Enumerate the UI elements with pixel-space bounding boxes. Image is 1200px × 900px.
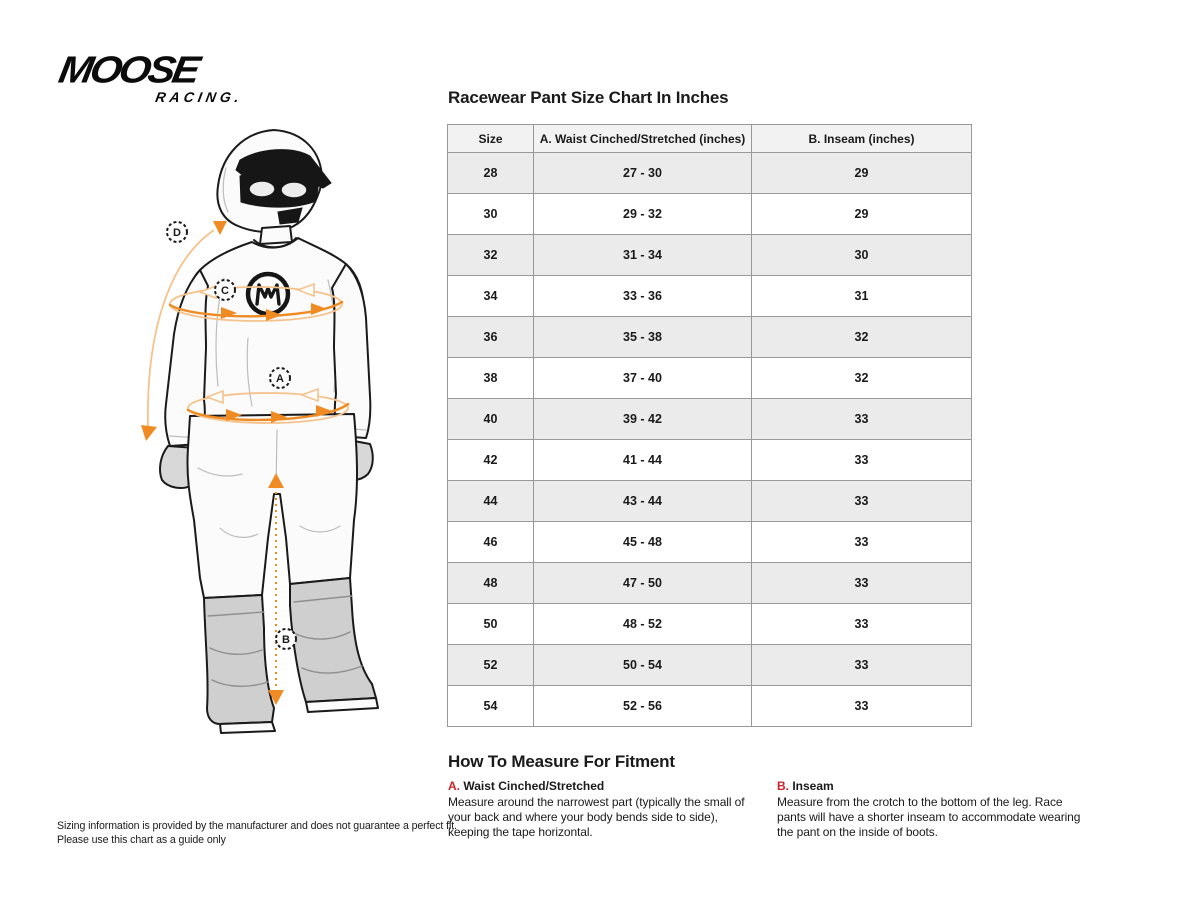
svg-text:D: D	[173, 227, 181, 239]
cell-size: 42	[447, 439, 534, 481]
table-row: 30 29 - 32 29	[447, 193, 972, 235]
rider-measurement-figure: D C A B	[141, 129, 379, 734]
cell-waist: 41 - 44	[533, 439, 752, 481]
logo-moose-text: MOOSE	[55, 48, 201, 91]
cell-size: 46	[447, 521, 534, 563]
table-row: 48 47 - 50 33	[447, 562, 972, 604]
cell-size: 34	[447, 275, 534, 317]
cell-waist: 37 - 40	[533, 357, 752, 399]
cell-waist: 47 - 50	[533, 562, 752, 604]
cell-size: 50	[447, 603, 534, 645]
collar-arrow	[213, 221, 227, 235]
cell-size: 38	[447, 357, 534, 399]
svg-text:C: C	[221, 285, 229, 297]
howto-waist-body: Measure around the narrowest part (typic…	[448, 795, 745, 840]
howto-inseam-title-text: Inseam	[792, 779, 834, 793]
col-header-size: Size	[447, 124, 534, 153]
page-title: Racewear Pant Size Chart In Inches	[448, 88, 729, 107]
table-row: 46 45 - 48 33	[447, 521, 972, 563]
disclaimer-line1: Sizing information is provided by the ma…	[57, 820, 457, 832]
cell-waist: 29 - 32	[533, 193, 752, 235]
cell-size: 32	[447, 234, 534, 276]
cell-inseam: 33	[751, 603, 972, 645]
table-row: 38 37 - 40 32	[447, 357, 972, 399]
cell-inseam: 29	[751, 152, 972, 194]
cell-size: 40	[447, 398, 534, 440]
cell-size: 28	[447, 152, 534, 194]
cell-inseam: 32	[751, 357, 972, 399]
helmet-chin-vent	[277, 207, 303, 225]
rider-helmet	[216, 129, 332, 245]
marker-a: A	[269, 367, 291, 389]
cell-inseam: 29	[751, 193, 972, 235]
moose-racing-logo: MOOSE RACING.	[56, 48, 256, 105]
howto-waist-title: A. Waist Cinched/Stretched	[448, 779, 750, 793]
cell-waist: 52 - 56	[533, 685, 752, 727]
marker-d: D	[166, 221, 188, 243]
cell-waist: 50 - 54	[533, 644, 752, 686]
table-row: 32 31 - 34 30	[447, 234, 972, 276]
table-row: 54 52 - 56 33	[447, 685, 972, 727]
table-row: 42 41 - 44 33	[447, 439, 972, 481]
marker-b: B	[275, 628, 297, 650]
rider-boots	[203, 577, 379, 734]
cell-waist: 39 - 42	[533, 398, 752, 440]
table-header-row: Size A. Waist Cinched/Stretched (inches)…	[447, 124, 972, 153]
howto-inseam-title: B. Inseam	[777, 779, 1089, 793]
cell-inseam: 33	[751, 644, 972, 686]
disclaimer-line2: Please use this chart as a guide only	[57, 834, 226, 847]
cell-size: 48	[447, 562, 534, 604]
table-row: 52 50 - 54 33	[447, 644, 972, 686]
logo-racing-text: RACING.	[154, 89, 245, 105]
cell-waist: 31 - 34	[533, 234, 752, 276]
cell-size: 36	[447, 316, 534, 358]
table-row: 40 39 - 42 33	[447, 398, 972, 440]
howto-waist-letter: A.	[448, 779, 460, 793]
cell-size: 30	[447, 193, 534, 235]
jersey-moose-logo	[245, 271, 291, 317]
howto-waist-section: A. Waist Cinched/Stretched Measure aroun…	[448, 779, 750, 840]
howto-inseam-body: Measure from the crotch to the bottom of…	[777, 795, 1081, 840]
table-row: 50 48 - 52 33	[447, 603, 972, 645]
cell-waist: 33 - 36	[533, 275, 752, 317]
table-row: 44 43 - 44 33	[447, 480, 972, 522]
svg-text:B: B	[282, 634, 290, 646]
cell-waist: 43 - 44	[533, 480, 752, 522]
waist-measure-band	[186, 387, 350, 424]
inseam-measure-line	[268, 473, 284, 705]
chest-measure-band	[168, 282, 344, 322]
disclaimer: Sizing information is provided by the ma…	[57, 819, 457, 848]
cell-size: 52	[447, 644, 534, 686]
table-row: 28 27 - 30 29	[447, 152, 972, 194]
cell-inseam: 33	[751, 480, 972, 522]
howto-heading: How To Measure For Fitment	[448, 752, 675, 771]
cell-inseam: 33	[751, 562, 972, 604]
cell-inseam: 31	[751, 275, 972, 317]
cell-size: 44	[447, 480, 534, 522]
cell-waist: 27 - 30	[533, 152, 752, 194]
cell-inseam: 33	[751, 521, 972, 563]
cell-inseam: 33	[751, 398, 972, 440]
cell-inseam: 32	[751, 316, 972, 358]
table-row: 36 35 - 38 32	[447, 316, 972, 358]
cell-inseam: 33	[751, 685, 972, 727]
cell-waist: 35 - 38	[533, 316, 752, 358]
size-table: Size A. Waist Cinched/Stretched (inches)…	[447, 124, 972, 727]
marker-c: C	[214, 279, 236, 301]
svg-text:A: A	[276, 373, 284, 385]
howto-inseam-section: B. Inseam Measure from the crotch to the…	[777, 779, 1089, 840]
col-header-waist: A. Waist Cinched/Stretched (inches)	[533, 124, 752, 153]
cell-inseam: 30	[751, 234, 972, 276]
col-header-inseam: B. Inseam (inches)	[751, 124, 972, 153]
cell-inseam: 33	[751, 439, 972, 481]
rider-pants	[186, 413, 358, 599]
cell-waist: 45 - 48	[533, 521, 752, 563]
table-row: 34 33 - 36 31	[447, 275, 972, 317]
cell-size: 54	[447, 685, 534, 727]
cell-waist: 48 - 52	[533, 603, 752, 645]
howto-inseam-letter: B.	[777, 779, 789, 793]
back-length-guide-line	[141, 229, 215, 441]
howto-waist-title-text: Waist Cinched/Stretched	[463, 779, 605, 793]
